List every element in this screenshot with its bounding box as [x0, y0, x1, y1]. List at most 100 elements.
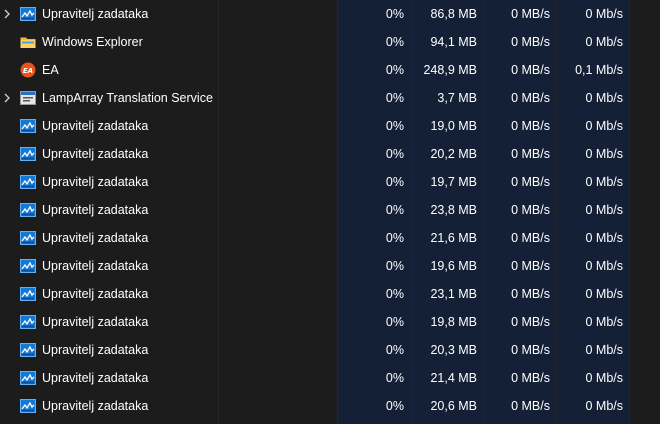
- disk-value: 0 MB/s: [511, 119, 550, 133]
- disk-value: 0 MB/s: [511, 175, 550, 189]
- process-name: Upravitelj zadataka: [42, 315, 149, 329]
- cpu-value: 0%: [385, 147, 404, 161]
- task-manager-icon: [20, 147, 36, 161]
- memory-value: 248,9 MB: [423, 63, 477, 77]
- process-row[interactable]: Upravitelj zadataka 0% 20,3 MB 0 MB/s 0 …: [0, 336, 660, 364]
- disk-value: 0 MB/s: [511, 203, 550, 217]
- process-name: Upravitelj zadataka: [42, 287, 149, 301]
- ea-logo-icon: EA: [20, 62, 36, 78]
- process-row[interactable]: Upravitelj zadataka 0% 23,8 MB 0 MB/s 0 …: [0, 196, 660, 224]
- cpu-value: 0%: [385, 175, 404, 189]
- cpu-value: 0%: [385, 343, 404, 357]
- memory-value: 20,6 MB: [430, 399, 477, 413]
- memory-value: 21,4 MB: [430, 371, 477, 385]
- process-row[interactable]: Upravitelj zadataka 0% 21,6 MB 0 MB/s 0 …: [0, 224, 660, 252]
- memory-value: 86,8 MB: [430, 7, 477, 21]
- process-row[interactable]: EA EA 0% 248,9 MB 0 MB/s 0,1 Mb/s: [0, 56, 660, 84]
- process-row[interactable]: Upravitelj zadataka 0% 23,1 MB 0 MB/s 0 …: [0, 280, 660, 308]
- task-manager-icon: [20, 399, 36, 413]
- cpu-value: 0%: [385, 287, 404, 301]
- process-name: LampArray Translation Service: [42, 91, 213, 105]
- process-row[interactable]: Upravitelj zadataka 0% 21,4 MB 0 MB/s 0 …: [0, 364, 660, 392]
- column-divider: [337, 0, 338, 424]
- process-row[interactable]: Upravitelj zadataka 0% 20,2 MB 0 MB/s 0 …: [0, 140, 660, 168]
- memory-value: 21,6 MB: [430, 231, 477, 245]
- task-manager-icon: [20, 315, 36, 329]
- cpu-value: 0%: [385, 259, 404, 273]
- network-value: 0 Mb/s: [585, 7, 623, 21]
- task-manager-icon: [20, 175, 36, 189]
- network-value: 0 Mb/s: [585, 399, 623, 413]
- memory-value: 20,2 MB: [430, 147, 477, 161]
- network-value: 0 Mb/s: [585, 343, 623, 357]
- network-value: 0 Mb/s: [585, 315, 623, 329]
- task-manager-icon: [20, 119, 36, 133]
- disk-value: 0 MB/s: [511, 259, 550, 273]
- task-manager-icon: [20, 259, 36, 273]
- task-manager-icon: [20, 7, 36, 21]
- memory-value: 94,1 MB: [430, 35, 477, 49]
- network-value: 0 Mb/s: [585, 371, 623, 385]
- cpu-value: 0%: [385, 399, 404, 413]
- process-name: Upravitelj zadataka: [42, 119, 149, 133]
- process-row[interactable]: Upravitelj zadataka 0% 19,8 MB 0 MB/s 0 …: [0, 308, 660, 336]
- task-manager-icon: [20, 203, 36, 217]
- network-value: 0 Mb/s: [585, 119, 623, 133]
- process-name: Upravitelj zadataka: [42, 231, 149, 245]
- process-name: Upravitelj zadataka: [42, 343, 149, 357]
- network-value: 0,1 Mb/s: [575, 63, 623, 77]
- disk-value: 0 MB/s: [511, 63, 550, 77]
- disk-value: 0 MB/s: [511, 231, 550, 245]
- svg-text:EA: EA: [23, 67, 33, 75]
- disk-value: 0 MB/s: [511, 315, 550, 329]
- task-manager-icon: [20, 343, 36, 357]
- cpu-value: 0%: [385, 203, 404, 217]
- process-name: EA: [42, 63, 59, 77]
- cpu-value: 0%: [385, 91, 404, 105]
- chevron-right-icon[interactable]: [2, 92, 12, 104]
- memory-value: 23,1 MB: [430, 287, 477, 301]
- task-manager-icon: [20, 371, 36, 385]
- cpu-value: 0%: [385, 35, 404, 49]
- process-row[interactable]: Upravitelj zadataka 0% 86,8 MB 0 MB/s 0 …: [0, 0, 660, 28]
- disk-value: 0 MB/s: [511, 287, 550, 301]
- column-divider: [411, 0, 412, 424]
- memory-value: 23,8 MB: [430, 203, 477, 217]
- process-name: Upravitelj zadataka: [42, 259, 149, 273]
- process-row[interactable]: Upravitelj zadataka 0% 19,0 MB 0 MB/s 0 …: [0, 112, 660, 140]
- column-divider: [556, 0, 557, 424]
- process-row[interactable]: Upravitelj zadataka 0% 19,6 MB 0 MB/s 0 …: [0, 252, 660, 280]
- process-name: Upravitelj zadataka: [42, 203, 149, 217]
- process-name: Upravitelj zadataka: [42, 371, 149, 385]
- cpu-value: 0%: [385, 231, 404, 245]
- process-row[interactable]: LampArray Translation Service 0% 3,7 MB …: [0, 84, 660, 112]
- network-value: 0 Mb/s: [585, 203, 623, 217]
- disk-value: 0 MB/s: [511, 343, 550, 357]
- disk-value: 0 MB/s: [511, 147, 550, 161]
- process-row[interactable]: Upravitelj zadataka 0% 19,7 MB 0 MB/s 0 …: [0, 168, 660, 196]
- folder-icon: [20, 35, 36, 49]
- memory-value: 19,8 MB: [430, 315, 477, 329]
- disk-value: 0 MB/s: [511, 7, 550, 21]
- disk-value: 0 MB/s: [511, 399, 550, 413]
- cpu-value: 0%: [385, 371, 404, 385]
- cpu-value: 0%: [385, 63, 404, 77]
- cpu-value: 0%: [385, 7, 404, 21]
- network-value: 0 Mb/s: [585, 35, 623, 49]
- memory-value: 19,6 MB: [430, 259, 477, 273]
- process-name: Windows Explorer: [42, 35, 143, 49]
- network-value: 0 Mb/s: [585, 91, 623, 105]
- process-name: Upravitelj zadataka: [42, 175, 149, 189]
- chevron-right-icon[interactable]: [2, 8, 12, 20]
- process-name: Upravitelj zadataka: [42, 399, 149, 413]
- column-divider: [629, 0, 630, 424]
- network-value: 0 Mb/s: [585, 259, 623, 273]
- network-value: 0 Mb/s: [585, 175, 623, 189]
- service-window-icon: [20, 91, 36, 105]
- process-row[interactable]: Upravitelj zadataka 0% 20,6 MB 0 MB/s 0 …: [0, 392, 660, 420]
- column-divider: [218, 0, 219, 424]
- process-row[interactable]: Windows Explorer 0% 94,1 MB 0 MB/s 0 Mb/…: [0, 28, 660, 56]
- network-value: 0 Mb/s: [585, 147, 623, 161]
- cpu-value: 0%: [385, 119, 404, 133]
